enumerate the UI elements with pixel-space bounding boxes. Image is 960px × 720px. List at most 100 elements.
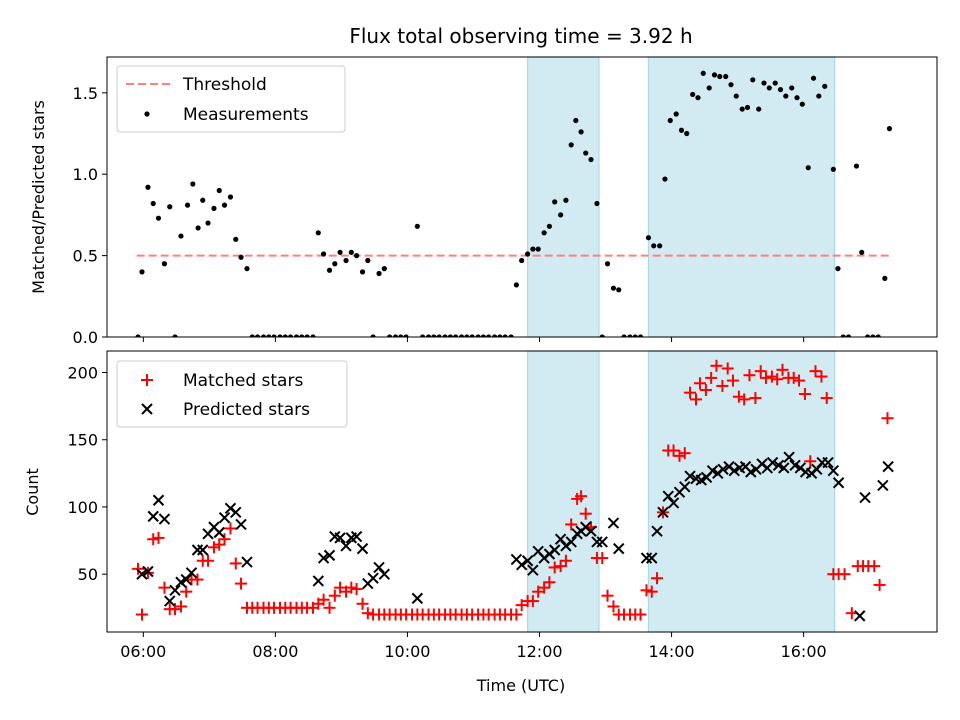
measurement-point xyxy=(610,285,617,291)
measurement-point xyxy=(277,334,283,337)
legend-measurements-swatch xyxy=(144,111,150,117)
measurement-point xyxy=(805,165,811,171)
measurement-point xyxy=(519,257,525,264)
measurement-point xyxy=(271,334,277,337)
matched-star-point xyxy=(579,507,592,520)
predicted-star-point xyxy=(859,491,871,504)
measurement-point xyxy=(578,129,584,135)
measurement-point xyxy=(420,334,426,337)
measurement-point xyxy=(200,197,206,203)
measurement-point xyxy=(403,334,409,337)
matched-star-point xyxy=(510,608,523,621)
measurement-point xyxy=(315,230,321,236)
measurement-point xyxy=(260,334,267,337)
y-tick-label: 150 xyxy=(67,431,98,450)
measurement-point xyxy=(822,83,828,89)
x-tick-label: 10:00 xyxy=(384,642,430,661)
measurement-point xyxy=(249,334,255,337)
matched-star-point xyxy=(565,518,578,531)
matched-star-point xyxy=(132,562,145,575)
predicted-star-point xyxy=(312,575,325,587)
measurement-point xyxy=(588,156,594,163)
predicted-star-point xyxy=(783,451,795,463)
measurement-point xyxy=(282,334,288,337)
measurement-point xyxy=(320,251,327,257)
measurement-point xyxy=(155,215,162,221)
measurement-point xyxy=(604,261,611,267)
measurement-point xyxy=(558,212,564,218)
measurement-point xyxy=(535,246,541,252)
top-y-axis-label: Matched/Predicted stars xyxy=(29,100,48,294)
measurement-point xyxy=(254,334,261,337)
matched-star-point xyxy=(356,597,369,610)
bottom-x-ticks: 06:00 08:00 10:00 12:00 14:00 16:00 xyxy=(120,632,827,661)
x-tick-label: 16:00 xyxy=(781,642,827,661)
predicted-star-point xyxy=(340,540,352,552)
measurement-point xyxy=(865,334,871,337)
measurement-point xyxy=(541,230,547,236)
measurement-point xyxy=(637,334,644,337)
top-panel: 0.0 0.5 1.0 1.5 Matched/Predicted stars Thr… xyxy=(29,56,938,347)
matched-star-point xyxy=(559,554,572,567)
predicted-star-point xyxy=(164,595,176,607)
matched-star-point xyxy=(607,600,620,613)
measurement-point xyxy=(853,163,860,169)
predicted-star-point xyxy=(667,497,680,509)
measurement-point xyxy=(195,225,201,231)
measurement-point xyxy=(583,150,589,156)
matched-star-point xyxy=(152,531,165,544)
measurement-point xyxy=(216,187,222,194)
predicted-star-point xyxy=(585,525,597,537)
matched-star-point xyxy=(651,572,664,585)
measurement-point xyxy=(840,334,846,337)
top-legend-box xyxy=(116,65,346,133)
measurement-point xyxy=(381,266,387,272)
measurement-point xyxy=(711,72,718,78)
bottom-y-axis-label: Count xyxy=(23,468,42,516)
measurement-point xyxy=(287,334,294,337)
measurement-point xyxy=(777,86,784,93)
measurement-point xyxy=(370,334,376,337)
predicted-star-point xyxy=(158,513,171,525)
measurement-point xyxy=(326,267,333,273)
legend-threshold-label: Threshold xyxy=(182,75,267,95)
matched-star-point xyxy=(881,412,894,425)
measurement-point xyxy=(178,233,184,239)
measurement-point xyxy=(167,204,173,210)
predicted-star-point xyxy=(607,517,620,529)
measurement-point xyxy=(161,261,168,267)
y-tick-label: 1.5 xyxy=(73,84,98,103)
predicted-star-point xyxy=(854,610,866,622)
legend-predicted-label: Predicted stars xyxy=(183,400,310,420)
measurement-point xyxy=(190,181,196,187)
matched-star-point xyxy=(575,490,588,503)
matched-star-point xyxy=(705,371,718,384)
predicted-star-point xyxy=(213,526,225,539)
top-y-ticks: 0.0 0.5 1.0 1.5 xyxy=(73,84,107,347)
predicted-star-point xyxy=(356,542,369,555)
matched-star-point xyxy=(350,582,363,595)
measurement-point xyxy=(783,93,789,99)
measurement-point xyxy=(563,197,569,203)
measurement-point xyxy=(632,334,638,337)
measurement-point xyxy=(458,334,465,337)
shaded-span-2 xyxy=(647,56,836,338)
measurement-point xyxy=(376,270,382,277)
predicted-star-point xyxy=(565,536,577,548)
measurement-point xyxy=(830,166,836,172)
measurement-point xyxy=(353,253,360,259)
matched-star-point xyxy=(180,585,193,598)
measurement-point xyxy=(717,73,723,80)
matched-star-point xyxy=(526,595,539,608)
predicted-star-point xyxy=(378,568,391,580)
matched-star-point xyxy=(147,533,160,546)
bottom-legend: Matched stars Predicted stars xyxy=(116,360,348,428)
matched-star-point xyxy=(678,447,691,460)
predicted-star-point xyxy=(684,470,696,482)
y-tick-label: 50 xyxy=(78,565,98,584)
measurement-point xyxy=(491,334,498,337)
x-tick-label: 06:00 xyxy=(120,642,166,661)
measurement-point xyxy=(244,266,250,272)
measurement-point xyxy=(744,104,751,111)
predicted-star-point xyxy=(411,592,424,605)
